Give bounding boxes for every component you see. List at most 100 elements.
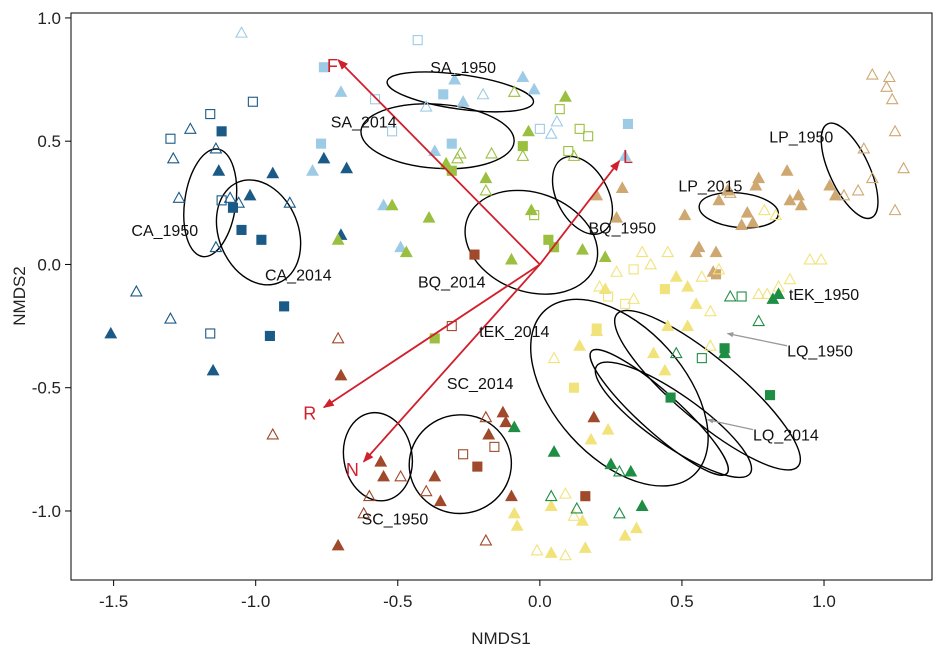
point-lp-1950	[897, 161, 911, 174]
ellipse-ca-2014	[215, 179, 302, 286]
point-lq-1950	[752, 314, 766, 327]
point-lp-2014	[610, 210, 624, 223]
point-lq-2014	[766, 292, 780, 304]
point-lq-2014	[719, 343, 730, 354]
point-ca-1950	[209, 141, 223, 154]
ellipse-sc-1950	[342, 411, 414, 502]
point-bq-2014	[399, 245, 413, 258]
x-tick-label: 0.0	[528, 592, 552, 611]
vector-label-f: F	[327, 56, 338, 76]
point-sc-1950	[331, 331, 345, 344]
point-sc-1950	[479, 410, 493, 423]
point-ca-1950	[205, 109, 216, 120]
point-lp-2014	[689, 245, 703, 258]
point-lp-2014	[794, 198, 808, 211]
point-lp-1950	[888, 124, 902, 137]
point-sa-2014	[394, 240, 408, 253]
point-tek-2014	[544, 499, 558, 511]
label-lp-1950: LP_1950	[769, 129, 833, 146]
point-tek-1950	[712, 262, 726, 275]
point-lp-2014	[712, 193, 726, 206]
point-sc-1950	[266, 427, 280, 440]
point-ca-1950	[209, 240, 223, 253]
point-tek-2014	[658, 363, 672, 376]
point-tek-1950	[559, 487, 572, 499]
point-sa-1950	[412, 35, 423, 46]
point-sa-2014	[622, 118, 634, 129]
point-lq-2014	[604, 457, 618, 470]
point-sa-2014	[516, 70, 530, 83]
point-bq-1950	[563, 146, 574, 157]
point-sc-1950	[362, 489, 376, 502]
point-sa-2014	[438, 89, 449, 100]
label-lp-2015: LP_2015	[678, 179, 742, 196]
point-tek-1950	[814, 252, 828, 265]
point-sc-1950	[479, 533, 493, 546]
y-tick-label: 1.0	[37, 9, 61, 28]
point-lq-1950	[723, 289, 737, 302]
point-tek-2014	[578, 541, 592, 553]
point-sa-2014	[334, 85, 348, 97]
point-lq-2014	[665, 392, 676, 403]
point-ca-1950	[247, 96, 258, 107]
point-lp-2014	[792, 188, 805, 201]
point-bq-2014	[479, 171, 493, 184]
point-bq-2014	[522, 124, 535, 137]
point-tek-2014	[659, 284, 670, 295]
point-bq-1950	[574, 123, 585, 134]
point-sa-1950	[550, 114, 564, 127]
point-lq-1950	[570, 501, 584, 514]
point-tek-1950	[644, 257, 658, 270]
point-lp-1950	[865, 67, 879, 80]
label-bq-2014: BQ_2014	[418, 275, 486, 292]
ellipse-lq-2014	[594, 361, 753, 479]
ellipse-bq-2014	[464, 189, 599, 295]
point-bq-1950	[529, 210, 540, 221]
label-lq-1950: LQ_1950	[787, 344, 853, 361]
label-sc-2014: SC_2014	[447, 376, 514, 393]
point-lp-1950	[882, 70, 896, 83]
point-sa-2014	[377, 198, 391, 211]
point-lq-2014	[635, 499, 649, 511]
point-lp-1950	[865, 171, 879, 184]
point-ca-1950	[223, 191, 237, 203]
point-sa-1950	[419, 100, 433, 112]
point-ca-2014	[243, 188, 257, 201]
y-tick-label: -0.5	[32, 379, 61, 398]
point-lp-1950	[851, 183, 865, 196]
point-ca-2014	[206, 363, 220, 376]
point-sc-2014	[505, 489, 518, 502]
label-lq-2014: LQ_2014	[753, 428, 819, 445]
point-sc-2014	[482, 427, 496, 440]
point-sc-2014	[472, 461, 483, 472]
point-ca-1950	[165, 133, 176, 144]
point-tek-1950	[803, 252, 817, 265]
point-tek-2014	[681, 280, 695, 292]
point-lp-1950	[880, 80, 893, 92]
x-axis-label: NMDS1	[471, 629, 531, 648]
point-lp-2014	[746, 215, 760, 228]
point-tek-2014	[647, 346, 660, 359]
ellipse-sa-1950	[386, 71, 535, 113]
point-ca-1950	[183, 122, 197, 134]
point-bq-1950	[507, 85, 521, 97]
label-tek-2014: tEK_2014	[479, 324, 549, 341]
point-lq-1950	[696, 353, 707, 364]
point-sc-2014	[377, 469, 391, 482]
point-ca-1950	[283, 196, 297, 208]
point-lp-2014	[752, 171, 766, 184]
point-sc-2014	[496, 405, 510, 418]
vector-label-r: R	[303, 403, 316, 423]
point-tek-2014	[568, 382, 580, 393]
point-tek-1950	[760, 287, 774, 299]
point-bq-2014	[385, 198, 399, 211]
point-sa-2014	[527, 82, 541, 95]
point-sc-2014	[469, 249, 480, 260]
ellipse-labels: SA_1950 SA_2014 CA_1950 CA_2014 BQ_2014 BQ_19…	[131, 60, 859, 528]
point-lp-2014	[678, 208, 692, 221]
vector-l	[539, 160, 621, 266]
point-ca-2014	[216, 126, 227, 137]
ellipse-lq-1950	[589, 348, 729, 476]
point-lp-1950	[837, 188, 851, 201]
point-lq-1950	[612, 464, 626, 477]
